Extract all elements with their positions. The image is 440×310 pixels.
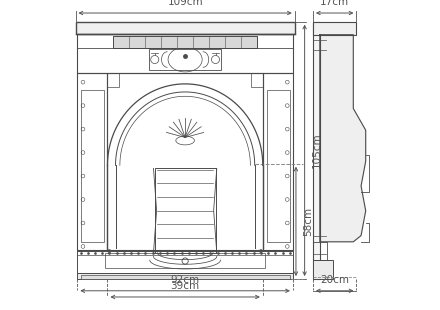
Bar: [313, 22, 320, 279]
Text: 17cm: 17cm: [320, 0, 349, 7]
Text: 39cm: 39cm: [171, 281, 200, 291]
Text: 105cm: 105cm: [312, 133, 322, 168]
Text: 109cm: 109cm: [167, 0, 203, 7]
Text: 92cm: 92cm: [171, 275, 200, 285]
Bar: [77, 73, 107, 250]
Bar: [76, 22, 295, 34]
Bar: [155, 168, 216, 253]
Bar: [77, 250, 293, 273]
Text: 20cm: 20cm: [320, 275, 349, 285]
Bar: [105, 253, 265, 268]
Bar: [313, 242, 327, 260]
Bar: [77, 34, 293, 73]
Text: 58cm: 58cm: [303, 207, 313, 236]
Bar: [77, 273, 293, 279]
Bar: [107, 73, 264, 250]
Polygon shape: [320, 35, 366, 242]
Bar: [267, 90, 290, 242]
Bar: [313, 260, 333, 279]
Bar: [251, 73, 264, 87]
Bar: [107, 73, 119, 87]
Bar: [81, 275, 290, 279]
Bar: [113, 36, 257, 48]
Bar: [313, 22, 356, 35]
Bar: [264, 73, 293, 250]
Bar: [150, 49, 221, 70]
Bar: [81, 90, 104, 242]
